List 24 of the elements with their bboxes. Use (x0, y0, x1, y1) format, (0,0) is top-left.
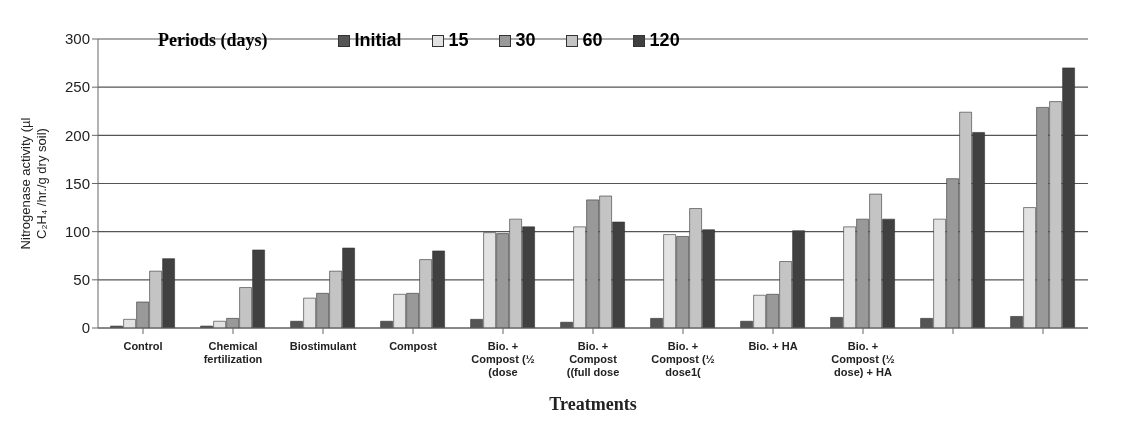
x-tick-label: Bio. + HA (748, 340, 798, 352)
x-axis-title: Treatments (549, 394, 637, 414)
y-axis-title: Nitrogenase activity (µl C₂H₄ /hr./g dry soil) (18, 117, 49, 250)
x-tick-label: Compost (389, 340, 438, 352)
y-tick-label: 100 (64, 222, 90, 240)
legend-title: Periods (days) (158, 30, 268, 51)
legend-label: 60 (581, 30, 603, 51)
legend-label: 15 (447, 30, 469, 51)
legend-label: 30 (514, 30, 536, 51)
y-tick-label: 250 (64, 78, 90, 96)
x-tick-label: Bio. + Compost (½ (dose (471, 340, 535, 378)
legend-label: 120 (648, 30, 680, 51)
x-tick-label: Biostimulant (289, 340, 357, 352)
y-tick-label: 200 (64, 126, 90, 144)
x-tick-label: Bio. + Compost (½ dose) + HA (831, 340, 895, 378)
y-tick-label: 300 (64, 30, 90, 48)
x-tick-label: Chemical fertilization (203, 340, 263, 365)
y-tick-label: 150 (64, 174, 90, 192)
x-tick-label: Control (123, 340, 163, 352)
y-tick-label: 50 (73, 271, 90, 289)
x-tick-label: Bio. + Compost ((full dose (566, 340, 620, 378)
x-tick-label: Bio. + Compost (½ dose1( (651, 340, 715, 378)
legend-label: Initial (353, 30, 402, 51)
y-tick-label: 0 (81, 319, 90, 337)
